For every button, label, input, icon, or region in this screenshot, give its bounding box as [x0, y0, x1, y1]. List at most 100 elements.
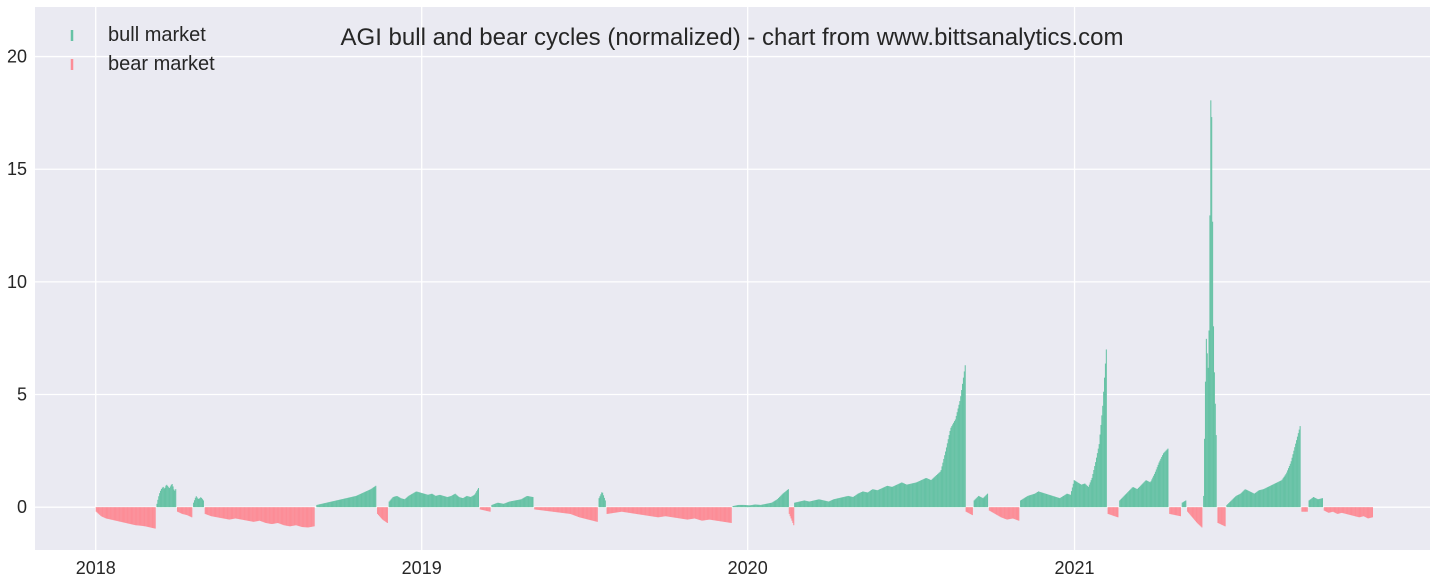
bear-bar	[216, 507, 218, 518]
bull-bar	[159, 493, 161, 508]
bear-bar	[385, 507, 388, 523]
bear-bar	[1355, 507, 1357, 517]
bear-bar	[119, 507, 121, 522]
bull-bar	[1183, 501, 1185, 508]
bull-bar	[523, 497, 525, 508]
bull-bar	[1020, 500, 1022, 508]
bull-bar	[1251, 492, 1253, 508]
bear-bar	[684, 507, 686, 520]
bull-bar	[1185, 500, 1187, 508]
bear-bar	[563, 507, 565, 514]
bear-bar	[575, 507, 577, 516]
bear-bar	[998, 507, 1000, 517]
bull-bar	[1044, 493, 1046, 508]
bull-bar	[1074, 480, 1076, 508]
bear-bar	[667, 507, 669, 517]
bull-bar	[508, 501, 510, 508]
bear-bar	[108, 507, 110, 520]
bull-bar	[403, 499, 405, 508]
bull-bar	[872, 489, 874, 508]
bear-bar	[107, 507, 109, 519]
bull-bar	[1076, 481, 1078, 508]
legend: bull market bear market	[70, 24, 215, 75]
bear-bar	[627, 507, 629, 513]
bull-bar	[515, 500, 517, 508]
bear-bar	[970, 507, 972, 515]
bear-bar	[620, 507, 622, 512]
bear-bar	[272, 507, 274, 524]
bull-bar	[920, 480, 922, 508]
bull-bar	[1321, 498, 1323, 508]
bear-bar	[1362, 507, 1364, 517]
bear-bar	[1217, 507, 1219, 523]
bull-bar	[603, 497, 605, 508]
bear-bar	[379, 507, 381, 518]
bear-bar	[1007, 507, 1009, 520]
bull-bar	[195, 496, 197, 508]
bear-bar	[589, 507, 591, 521]
bull-bar	[785, 491, 787, 508]
bull-bar	[937, 474, 939, 508]
bull-bar	[316, 504, 318, 508]
bear-bar	[116, 507, 118, 521]
bull-bar	[1102, 405, 1104, 508]
bull-bar	[1245, 489, 1247, 508]
bear-bar	[277, 507, 279, 524]
bear-bar	[1004, 507, 1006, 519]
bull-bar	[860, 492, 862, 508]
bull-bar	[768, 503, 770, 508]
bull-bar	[739, 504, 741, 508]
bear-bar	[594, 507, 596, 522]
bull-bar	[509, 501, 511, 508]
bear-bar	[995, 507, 997, 515]
bear-bar	[284, 507, 286, 526]
bull-bar	[1228, 503, 1230, 508]
bear-bar	[147, 507, 149, 527]
bull-bar	[453, 494, 455, 508]
bull-bar	[1247, 490, 1249, 508]
bull-bar	[164, 487, 166, 508]
bear-bar	[308, 507, 310, 528]
bear-bar	[719, 507, 721, 522]
bear-bar	[1188, 507, 1190, 514]
bear-bar	[220, 507, 222, 519]
bear-bar	[1356, 507, 1358, 517]
bear-bar	[553, 507, 555, 512]
bear-bar	[631, 507, 633, 514]
bull-bar	[937, 473, 939, 508]
bull-bar	[737, 504, 739, 508]
bull-bar	[779, 496, 781, 508]
bear-bar	[661, 507, 663, 517]
bull-bar	[1142, 483, 1144, 508]
bull-bar	[881, 488, 883, 508]
bull-bar	[160, 489, 162, 508]
bear-bar	[1115, 507, 1117, 517]
bull-bar	[1037, 491, 1039, 508]
bear-bar	[1190, 507, 1192, 516]
bear-bar	[1219, 507, 1221, 524]
bear-bar	[1193, 507, 1195, 520]
bull-bar	[364, 491, 366, 508]
bull-bar	[1234, 497, 1236, 508]
bear-bar	[643, 507, 645, 516]
bull-bar	[1289, 463, 1291, 508]
bull-bar	[603, 495, 605, 508]
bull-bar	[1263, 488, 1265, 508]
bear-bar	[288, 507, 290, 527]
bull-bar	[1047, 494, 1049, 508]
bull-bar	[200, 497, 202, 508]
bear-bar	[634, 507, 636, 514]
bull-bar	[750, 505, 752, 508]
bear-bar	[229, 507, 231, 520]
bull-bar	[455, 494, 457, 508]
bull-bar	[322, 503, 324, 508]
bear-bar	[543, 507, 545, 511]
bear-bar	[592, 507, 594, 521]
bear-bar	[700, 507, 702, 521]
bull-bar	[417, 491, 419, 508]
bear-bar	[106, 507, 108, 519]
bear-bar	[241, 507, 243, 520]
bear-bar	[642, 507, 644, 515]
bear-bar	[1173, 507, 1175, 515]
bull-bar	[201, 497, 203, 508]
